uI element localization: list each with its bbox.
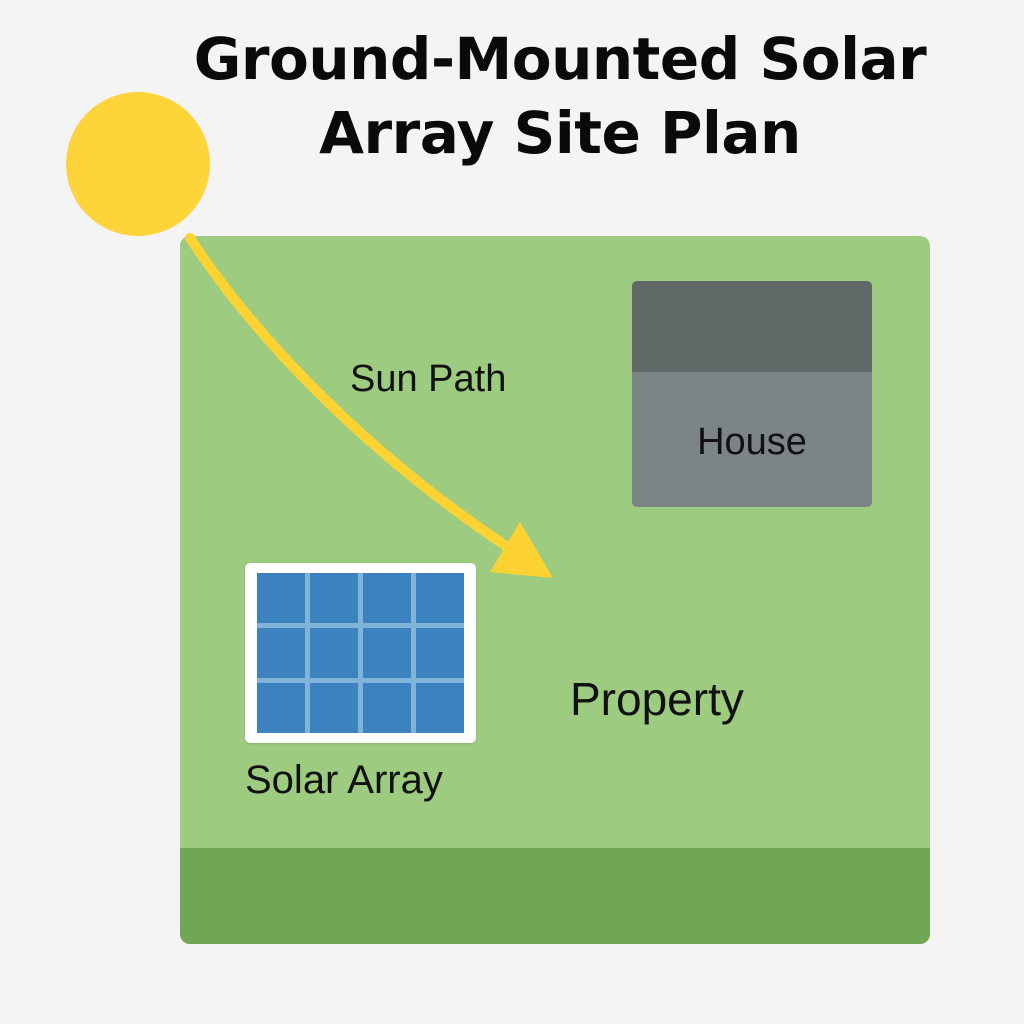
property-ground-strip (180, 848, 930, 944)
solar-panel-cell (363, 683, 411, 733)
solar-panel-cell (363, 628, 411, 678)
solar-panel-grid (257, 573, 464, 733)
sun-icon (66, 92, 210, 236)
house: House (632, 281, 872, 507)
solar-panel-cell (310, 628, 358, 678)
diagram-title: Ground-Mounted Solar Array Site Plan (150, 22, 970, 170)
title-line-1: Ground-Mounted Solar (193, 25, 927, 93)
solar-array-label: Solar Array (245, 758, 443, 802)
solar-panel-cell (310, 683, 358, 733)
house-label: House (697, 421, 807, 463)
solar-panel-cell (257, 628, 305, 678)
property-label: Property (570, 673, 744, 725)
solar-panel-cell (416, 683, 464, 733)
solar-panel-cell (416, 628, 464, 678)
solar-panel-cell (310, 573, 358, 623)
house-roof (632, 281, 872, 372)
solar-array (245, 563, 476, 743)
solar-panel-cell (257, 683, 305, 733)
solar-panel-cell (416, 573, 464, 623)
sun-path-label: Sun Path (350, 358, 507, 400)
solar-panel-cell (257, 573, 305, 623)
solar-panel-cell (363, 573, 411, 623)
title-line-2: Array Site Plan (319, 99, 801, 167)
